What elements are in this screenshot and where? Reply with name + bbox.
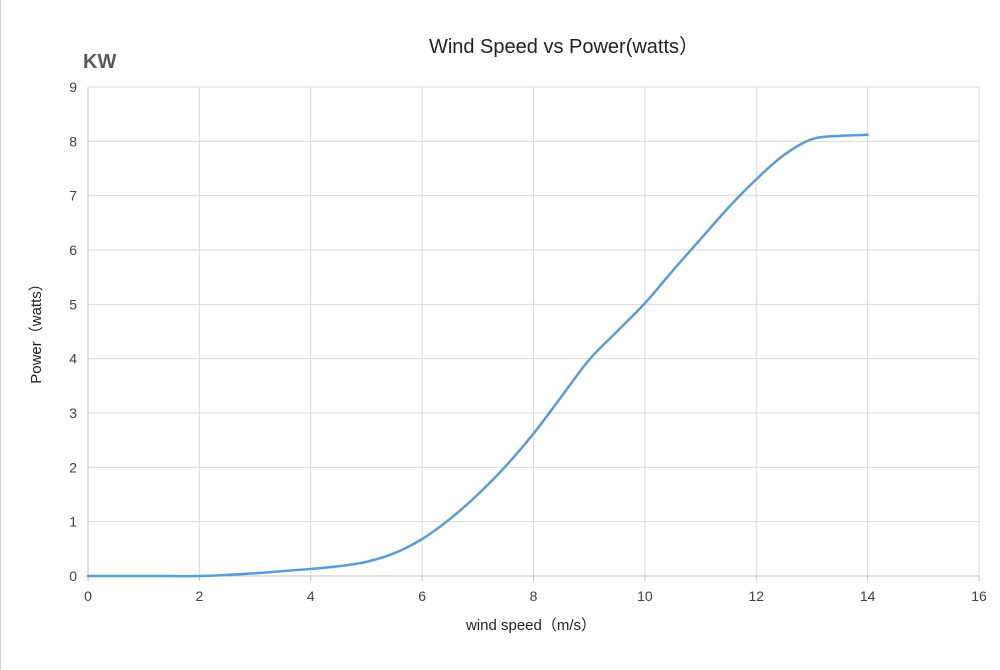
series [86, 133, 869, 578]
y-tick-label-4: 4 [69, 351, 77, 367]
y-tick-label-1: 1 [69, 514, 77, 530]
x-tick-label-1: 2 [195, 588, 203, 604]
x-tick-label-2: 4 [307, 588, 315, 604]
series-line-0 [86, 133, 869, 578]
y-tick-label-8: 8 [69, 133, 77, 149]
x-axis-label: wind speed（m/s） [465, 617, 596, 634]
y-axis-label: Power（watts） [28, 276, 45, 384]
y-tick-label-2: 2 [69, 459, 77, 475]
x-tick-label-8: 16 [971, 588, 987, 604]
x-tick-label-3: 6 [418, 588, 426, 604]
grid [88, 86, 980, 576]
axes [87, 87, 980, 581]
y-tick-label-6: 6 [69, 242, 77, 258]
x-tick-label-6: 12 [748, 588, 764, 604]
chart-title: Wind Speed vs Power(watts） [429, 35, 699, 58]
y-tick-label-3: 3 [69, 405, 77, 421]
y-unit-label: KW [83, 51, 116, 73]
y-tick-label-5: 5 [69, 296, 77, 312]
y-tick-label-0: 0 [69, 568, 77, 584]
x-tick-label-7: 14 [860, 588, 876, 604]
x-tick-label-5: 10 [637, 588, 653, 604]
x-tick-label-0: 0 [84, 588, 92, 604]
x-tick-label-4: 8 [530, 588, 538, 604]
y-tick-label-9: 9 [69, 79, 77, 95]
y-tick-label-7: 7 [69, 188, 77, 204]
